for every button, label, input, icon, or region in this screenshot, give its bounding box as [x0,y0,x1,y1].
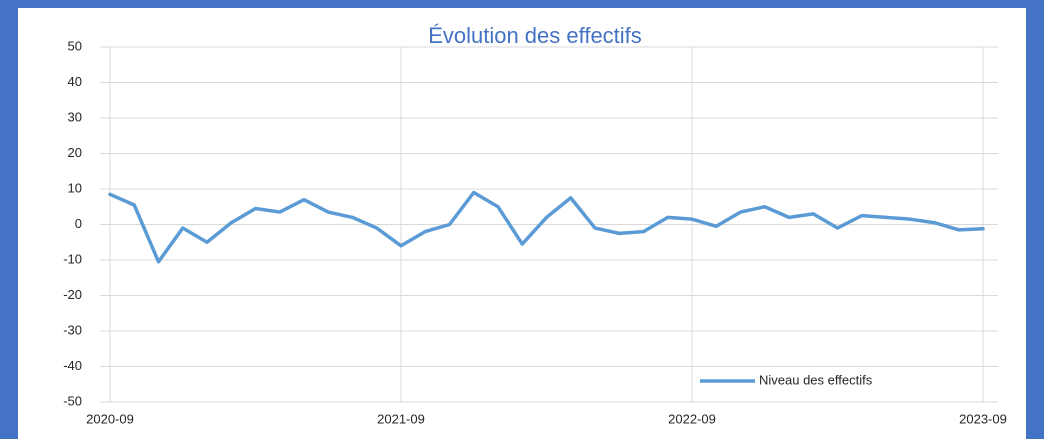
y-tick-label: 20 [68,145,82,160]
y-tick-label: -40 [63,358,82,373]
y-tick-label: 40 [68,74,82,89]
legend-label: Niveau des effectifs [759,372,873,387]
data-line [108,190,985,264]
chart-area [18,8,1026,439]
y-tick-label: -50 [63,393,82,408]
y-tick-label: -20 [63,287,82,302]
y-tick-label: 30 [68,109,82,124]
x-tick-label: 2023-09 [959,411,1007,426]
y-tick-label: 0 [75,216,82,231]
chart-title: Évolution des effectifs [428,23,642,48]
y-tick-label: 10 [68,180,82,195]
y-tick-label: 50 [68,38,82,53]
x-tick-label: 2020-09 [86,411,134,426]
y-tick-label: -30 [63,322,82,337]
x-tick-label: 2021-09 [377,411,425,426]
y-tick-label: -10 [63,251,82,266]
x-tick-label: 2022-09 [668,411,716,426]
